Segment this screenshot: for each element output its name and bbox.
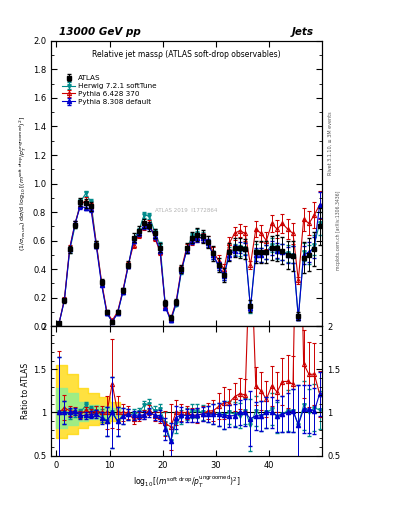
Text: Rivet 3.1.10, ≥ 3M events: Rivet 3.1.10, ≥ 3M events [328, 112, 333, 175]
Y-axis label: $(1/\sigma_{\rm resum})$ d$\sigma$/d $\log_{10}$[$(m^{\rm soft\ drop}/p_T^{\rm u: $(1/\sigma_{\rm resum})$ d$\sigma$/d $\l… [17, 116, 29, 251]
Text: Jets: Jets [292, 27, 314, 37]
Text: ATLAS 2019  I1772864: ATLAS 2019 I1772864 [156, 208, 218, 213]
Text: 13000 GeV pp: 13000 GeV pp [59, 27, 141, 37]
X-axis label: $\log_{10}$[$(m^{\rm soft\ drop}/p_T^{\rm ungroomed})^2$]: $\log_{10}$[$(m^{\rm soft\ drop}/p_T^{\r… [133, 474, 241, 490]
Text: mcplots.cern.ch [arXiv:1306.3436]: mcplots.cern.ch [arXiv:1306.3436] [336, 190, 341, 270]
Y-axis label: Ratio to ATLAS: Ratio to ATLAS [21, 363, 30, 419]
Legend: ATLAS, Herwig 7.2.1 softTune, Pythia 6.428 370, Pythia 8.308 default: ATLAS, Herwig 7.2.1 softTune, Pythia 6.4… [60, 73, 159, 107]
Text: Relative jet massρ (ATLAS soft-drop observables): Relative jet massρ (ATLAS soft-drop obse… [92, 50, 281, 58]
